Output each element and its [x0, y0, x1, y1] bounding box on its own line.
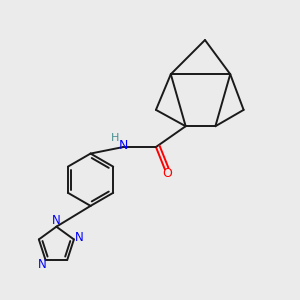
Text: N: N [75, 231, 84, 244]
Text: H: H [111, 133, 119, 142]
Text: O: O [162, 167, 172, 180]
Text: N: N [52, 214, 61, 227]
Text: N: N [38, 258, 46, 271]
Text: N: N [118, 139, 128, 152]
